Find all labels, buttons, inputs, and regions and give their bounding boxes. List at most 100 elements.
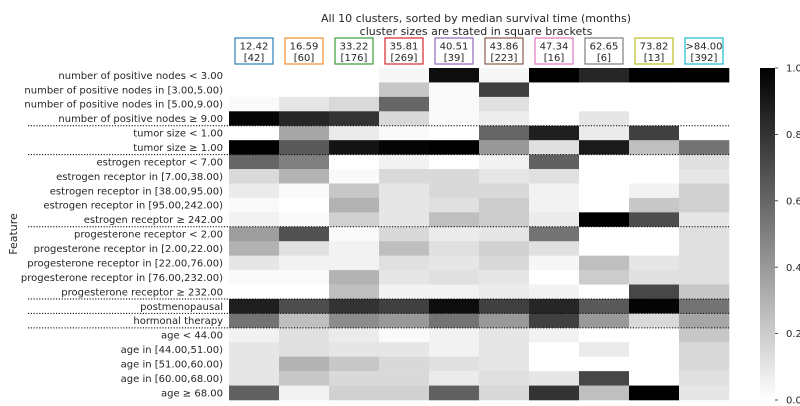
heatmap-cell: [629, 342, 680, 357]
heatmap-cell: [479, 356, 530, 372]
heatmap-cell: [329, 197, 380, 213]
cluster-header-box: [484, 37, 524, 65]
heatmap-cell: [629, 82, 680, 98]
feature-labels: number of positive nodes < 3.00 number of…: [21, 71, 223, 400]
heatmap-cell: [679, 385, 730, 401]
heatmap-cell: [379, 298, 430, 314]
heatmap-cell: [629, 183, 680, 199]
heatmap-cell: [479, 68, 530, 83]
heatmap-cell: [229, 226, 280, 242]
heatmap-cell: [579, 197, 630, 213]
heatmap-cell: [629, 356, 680, 372]
feature-label: progesterone receptor in [2.00,22.00): [34, 244, 223, 255]
cluster-median-label: 33.22: [340, 42, 369, 53]
heatmap-cell: [529, 385, 580, 401]
heatmap-cell: [529, 197, 580, 213]
colorbar-tick-label: 0.8: [786, 130, 800, 141]
cluster-size-label: [269]: [391, 53, 418, 64]
heatmap-cell: [329, 96, 380, 112]
heatmap-cell: [329, 241, 380, 256]
heatmap-cell: [479, 154, 530, 170]
heatmap-cell: [279, 111, 330, 127]
heatmap-cell: [679, 241, 730, 256]
heatmap-cell: [279, 183, 330, 199]
heatmap-cell: [279, 226, 330, 242]
heatmap-cell: [279, 212, 330, 228]
heatmap-cell: [629, 111, 680, 127]
heatmap-cell: [229, 154, 280, 170]
heatmap-cell: [229, 284, 280, 300]
heatmap-cell: [279, 68, 330, 83]
cluster-size-label: [223]: [491, 53, 518, 64]
feature-label: age in [60.00,68.00): [121, 374, 223, 385]
heatmap-cell: [379, 371, 430, 386]
heatmap-cell: [479, 313, 530, 329]
heatmap-cell: [629, 371, 680, 386]
heatmap-cell: [379, 270, 430, 285]
heatmap-cell: [679, 284, 730, 300]
heatmap-cell: [279, 298, 330, 314]
feature-label: hormonal therapy: [133, 316, 223, 327]
heatmap-cell: [229, 371, 280, 386]
heatmap-cell: [579, 125, 630, 141]
cluster-size-label: [13]: [644, 53, 665, 64]
heatmap-cell: [329, 82, 380, 98]
heatmap-cell: [529, 226, 580, 242]
heatmap-cell: [429, 140, 480, 155]
heatmap-cell: [279, 342, 330, 357]
heatmap-cell: [529, 255, 580, 271]
heatmap-cell: [479, 385, 530, 401]
heatmap-cell: [379, 327, 430, 343]
heatmap-cell: [479, 111, 530, 127]
heatmap-cell: [529, 356, 580, 372]
cluster-header: 43.86[223]: [484, 37, 524, 65]
feature-label: progesterone receptor ≥ 232.00: [61, 287, 223, 298]
feature-label: tumor size ≥ 1.00: [133, 143, 223, 154]
heatmap-cell: [529, 111, 580, 127]
feature-label: age ≥ 68.00: [161, 388, 223, 399]
heatmap-cell: [429, 226, 480, 242]
colorbar-tick-label: 0.6: [786, 196, 800, 207]
heatmap-cell: [329, 270, 380, 285]
cluster-header: 47.34[16]: [534, 37, 574, 65]
heatmap-cell: [229, 96, 280, 112]
heatmap-cell: [379, 68, 430, 83]
heatmap-cell: [479, 255, 530, 271]
heatmap-cell: [679, 140, 730, 155]
colorbar-tick-label: 0.2: [786, 329, 800, 340]
heatmap-cell: [429, 298, 480, 314]
feature-label: estrogen receptor in [7.00,38.00): [56, 172, 223, 183]
cluster-size-label: [60]: [294, 53, 315, 64]
cluster-median-label: 35.81: [390, 42, 419, 53]
heatmap-cell: [329, 140, 380, 155]
heatmap-cell: [229, 212, 280, 228]
cluster-size-label: [42]: [244, 53, 265, 64]
heatmap-cell: [679, 270, 730, 285]
heatmap-cell: [679, 111, 730, 127]
heatmap-cell: [329, 313, 380, 329]
heatmap-cell: [229, 169, 280, 184]
heatmap-cell: [579, 68, 630, 83]
heatmap-cell: [429, 327, 480, 343]
heatmap-cell: [229, 125, 280, 141]
heatmap-cell: [679, 96, 730, 112]
heatmap-cell: [329, 284, 380, 300]
heatmap-cell: [279, 82, 330, 98]
heatmap-cell: [379, 313, 430, 329]
heatmap-cell: [279, 284, 330, 300]
cluster-header: 73.82[13]: [634, 37, 674, 65]
cluster-headers: 12.42[42] 16.59[60] 33.22[176] 35.81[269] 40…: [234, 37, 724, 65]
feature-label: estrogen receptor in [38.00,95.00): [50, 186, 223, 197]
colorbar: 0.0 0.2 0.4 0.6 0.8 1.0: [760, 64, 800, 406]
heatmap-cell: [629, 284, 680, 300]
heatmap-cell: [229, 183, 280, 199]
chart-title: All 10 clusters, sorted by median surviv…: [321, 12, 631, 25]
heatmap-cell: [279, 96, 330, 112]
heatmap-cell: [629, 255, 680, 271]
cluster-median-label: 62.65: [590, 42, 619, 53]
heatmap-cell: [329, 342, 380, 357]
heatmap-cell: [629, 226, 680, 242]
cluster-header: 62.65[6]: [584, 37, 624, 65]
heatmap-cell: [429, 385, 480, 401]
heatmap-cell: [229, 385, 280, 401]
